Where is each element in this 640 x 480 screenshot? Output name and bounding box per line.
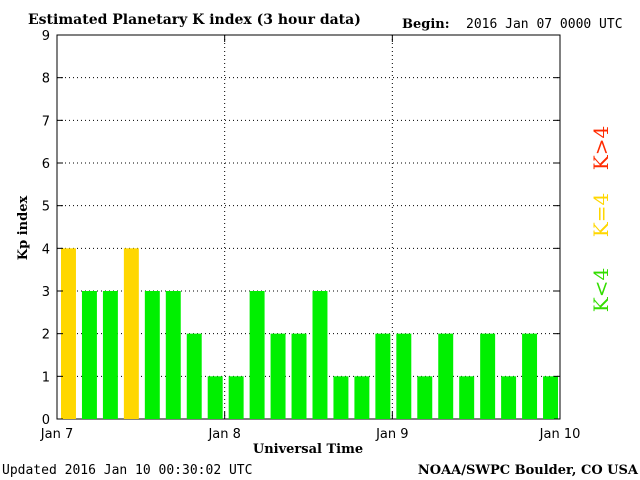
y-ticks: 0 1 2 3 4 5 6 7 8 9 bbox=[42, 29, 560, 428]
bar bbox=[312, 291, 328, 419]
footer-source: NOAA/SWPC Boulder, CO USA bbox=[418, 463, 639, 478]
bar bbox=[459, 376, 475, 419]
x-tick-label: Jan 7 bbox=[40, 427, 73, 442]
bar bbox=[291, 333, 307, 419]
grid-lines bbox=[57, 35, 560, 419]
x-ticks: Jan 7 Jan 8 Jan 9 Jan 10 bbox=[40, 35, 581, 442]
x-tick-label: Jan 8 bbox=[207, 427, 240, 442]
bar bbox=[144, 291, 160, 419]
legend-entry: K<4 bbox=[589, 268, 613, 312]
legend-entry: K=4 bbox=[589, 193, 613, 237]
bar bbox=[186, 333, 202, 419]
bar bbox=[333, 376, 349, 419]
x-axis-label: Universal Time bbox=[253, 442, 363, 457]
x-tick-label: Jan 10 bbox=[539, 427, 581, 442]
bar bbox=[543, 376, 558, 419]
bar bbox=[61, 248, 76, 419]
bar bbox=[207, 376, 223, 419]
bar bbox=[270, 333, 286, 419]
y-tick-label: 2 bbox=[42, 328, 50, 343]
bar bbox=[375, 333, 391, 419]
bar bbox=[102, 291, 118, 419]
chart-title: Estimated Planetary K index (3 hour data… bbox=[28, 12, 361, 28]
bar bbox=[438, 333, 454, 419]
bar bbox=[123, 248, 139, 419]
plot-frame bbox=[56, 34, 561, 420]
bar bbox=[396, 333, 412, 419]
bar bbox=[522, 333, 538, 419]
bars bbox=[61, 248, 558, 419]
bar bbox=[354, 376, 370, 419]
legend: K<4 K=4 K>4 bbox=[589, 126, 613, 312]
y-tick-label: 7 bbox=[42, 114, 50, 129]
bar bbox=[81, 291, 97, 419]
y-tick-label: 8 bbox=[42, 72, 50, 87]
y-tick-label: 4 bbox=[42, 242, 50, 257]
begin-label: Begin: bbox=[402, 17, 450, 32]
bar bbox=[480, 333, 496, 419]
bar bbox=[501, 376, 517, 419]
bar bbox=[228, 376, 244, 419]
bar bbox=[165, 291, 181, 419]
y-tick-label: 3 bbox=[42, 285, 50, 300]
bar bbox=[417, 376, 433, 419]
y-tick-label: 6 bbox=[42, 157, 50, 172]
y-axis-label: Kp index bbox=[16, 196, 31, 261]
y-tick-label: 0 bbox=[42, 413, 50, 428]
x-tick-label: Jan 9 bbox=[375, 427, 408, 442]
legend-entry: K>4 bbox=[589, 126, 613, 170]
begin-value: 2016 Jan 07 0000 UTC bbox=[466, 17, 623, 32]
y-tick-label: 5 bbox=[42, 200, 50, 215]
footer-updated: Updated 2016 Jan 10 00:30:02 UTC bbox=[2, 463, 252, 478]
y-tick-label: 1 bbox=[42, 370, 50, 385]
y-tick-label: 9 bbox=[42, 29, 50, 44]
bar bbox=[249, 291, 265, 419]
